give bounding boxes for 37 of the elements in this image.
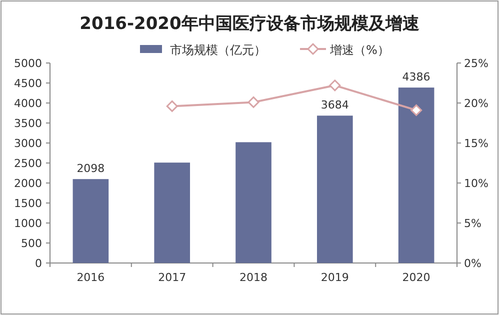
y-tick-label: 1000	[14, 217, 42, 230]
y-tick-label: 0	[35, 257, 42, 270]
bar	[72, 179, 109, 263]
bar	[236, 142, 272, 263]
y2-tick-label: 15%	[464, 137, 488, 150]
data-label: 4386	[402, 70, 430, 84]
x-tick-label: 2017	[158, 271, 186, 284]
point	[410, 104, 422, 116]
y-tick-label: 2000	[14, 177, 42, 190]
y2-tick-label: 5%	[464, 217, 482, 230]
data-label: 3684	[320, 98, 349, 112]
x-tick-label: 2019	[320, 271, 349, 284]
point	[166, 100, 178, 112]
y2-tick-label: 10%	[464, 177, 488, 190]
y2-tick-label: 0%	[464, 257, 482, 270]
data-label: 2098	[76, 162, 105, 176]
bar	[398, 88, 434, 263]
y-tick-label: 500	[21, 237, 42, 250]
y-tick-label: 1500	[14, 197, 42, 210]
y-tick-label: 3500	[14, 117, 42, 130]
y-tick-label: 2500	[14, 157, 42, 170]
legend-label: 市场规模（亿元）	[170, 43, 266, 57]
y2-tick-label: 25%	[464, 57, 488, 70]
point	[329, 80, 341, 92]
y-tick-label: 5000	[14, 57, 42, 70]
bar	[154, 162, 190, 263]
x-tick-label: 2018	[240, 271, 268, 284]
y-tick-label: 4000	[14, 97, 42, 110]
legend-label: 增速（%）	[329, 43, 390, 57]
y2-tick-label: 20%	[464, 97, 488, 110]
point	[248, 96, 260, 108]
chart-title: 2016-2020年中国医疗设备市场规模及增速	[80, 14, 420, 34]
x-tick-label: 2016	[76, 271, 105, 284]
bar	[316, 116, 353, 263]
y-tick-label: 3000	[14, 137, 42, 150]
x-tick-label: 2020	[402, 271, 430, 284]
y-tick-label: 4500	[14, 77, 42, 90]
